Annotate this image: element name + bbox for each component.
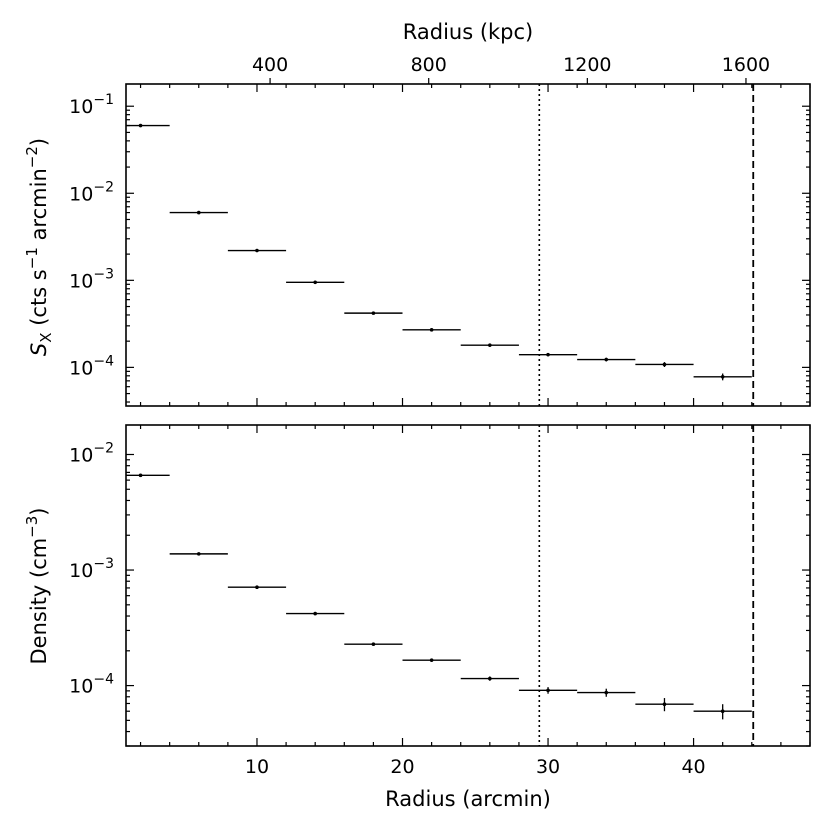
top-axis-tick-label: 400 <box>252 54 288 76</box>
data-point <box>662 362 667 367</box>
y-tick-label: 10−4 <box>69 353 114 379</box>
top-axis-tick-label: 1600 <box>722 54 770 76</box>
data-point <box>429 328 434 332</box>
data-point <box>196 552 201 556</box>
data-point <box>604 357 609 362</box>
data-point <box>488 343 492 347</box>
data-point <box>720 374 725 379</box>
y-tick-label: 10−2 <box>69 179 114 205</box>
plot-frame <box>125 83 811 407</box>
data-point <box>313 611 317 616</box>
data-point <box>313 280 317 285</box>
y-tick-label: 10−1 <box>69 92 114 118</box>
data-point <box>255 248 259 253</box>
data-point <box>546 688 550 693</box>
data-point <box>255 585 259 590</box>
top-axis-tick-label: 1200 <box>563 54 611 76</box>
data-point <box>371 311 376 315</box>
data-point <box>604 690 609 695</box>
lower-panel-density: 10−2 10−3 10−4 10 20 30 40 <box>69 424 811 778</box>
data-point <box>546 352 550 357</box>
top-axis-tick-label: 800 <box>411 54 447 76</box>
upper-panel-surface-brightness: 10−1 10−2 10−3 10−4 400 800 1200 1600 <box>69 54 811 407</box>
y-tick-label: 10−2 <box>69 440 114 466</box>
upper-y-axis-label: SX (cts s−1 arcmin−2) <box>23 138 55 356</box>
plot-frame <box>125 424 811 747</box>
x-tick-label: 10 <box>245 756 269 778</box>
data-point <box>196 210 201 215</box>
data-point <box>662 702 667 707</box>
data-point <box>488 676 492 681</box>
x-tick-label: 40 <box>681 756 705 778</box>
data-point <box>138 473 143 478</box>
data-point <box>429 658 434 662</box>
top-axis-label: Radius (kpc) <box>403 20 534 44</box>
y-tick-label: 10−3 <box>69 266 114 292</box>
data-point <box>138 123 143 128</box>
data-point <box>720 709 725 714</box>
x-tick-label: 30 <box>536 756 560 778</box>
y-tick-label: 10−4 <box>69 672 114 698</box>
y-tick-label: 10−3 <box>69 556 114 582</box>
data-point <box>371 642 376 647</box>
lower-y-axis-label: Density (cm−3) <box>23 507 51 664</box>
x-axis-label: Radius (arcmin) <box>385 787 551 811</box>
x-tick-label: 20 <box>390 756 414 778</box>
